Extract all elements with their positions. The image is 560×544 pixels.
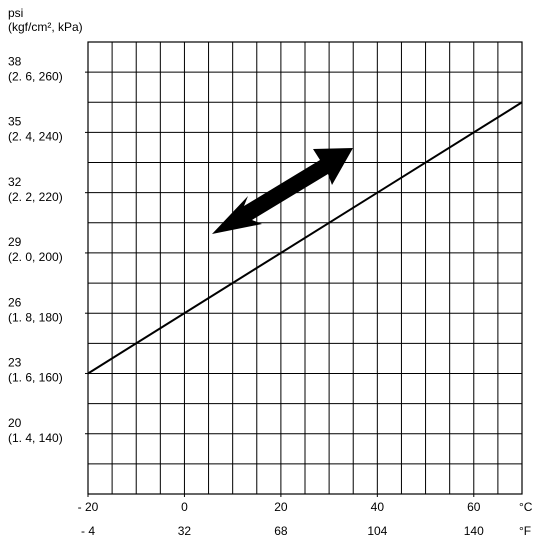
- x-tick-sublabel: - 4: [81, 524, 95, 538]
- x-unit: °C: [519, 500, 533, 514]
- plot-frame: [87, 41, 523, 495]
- y-tick-label: 23: [8, 356, 22, 370]
- y-tick-label: 32: [8, 175, 22, 189]
- x-tick-label: 20: [274, 500, 288, 514]
- y-tick-sublabel: (2. 6, 260): [8, 69, 63, 83]
- y-axis-label: psi: [8, 6, 23, 20]
- x-tick-sublabel: 68: [274, 524, 288, 538]
- x-tick-label: 60: [467, 500, 481, 514]
- y-tick-sublabel: (2. 0, 200): [8, 250, 63, 264]
- y-tick-sublabel: (1. 8, 180): [8, 310, 63, 324]
- y-tick-sublabel: (1. 4, 140): [8, 431, 63, 445]
- y-tick-sublabel: (2. 2, 220): [8, 190, 63, 204]
- y-tick-label: 29: [8, 235, 22, 249]
- y-tick-label: 26: [8, 295, 22, 309]
- y-tick-sublabel: (1. 6, 160): [8, 371, 63, 385]
- x-tick-sublabel: 32: [178, 524, 192, 538]
- pressure-line: [87, 101, 523, 375]
- y-tick-sublabel: (2. 4, 240): [8, 130, 63, 144]
- x-tick-label: - 20: [78, 500, 99, 514]
- x-tick-label: 0: [181, 500, 188, 514]
- x-tick-label: 40: [371, 500, 385, 514]
- x-tick-sublabel: 104: [367, 524, 387, 538]
- y-tick-label: 35: [8, 115, 22, 129]
- y-tick-label: 20: [8, 416, 22, 430]
- y-tick-label: 38: [8, 54, 22, 68]
- direction-arrow: [212, 148, 353, 234]
- x-secondary-unit: °F: [519, 524, 531, 538]
- y-axis-units: (kgf/cm², kPa): [8, 20, 83, 34]
- x-tick-sublabel: 140: [464, 524, 484, 538]
